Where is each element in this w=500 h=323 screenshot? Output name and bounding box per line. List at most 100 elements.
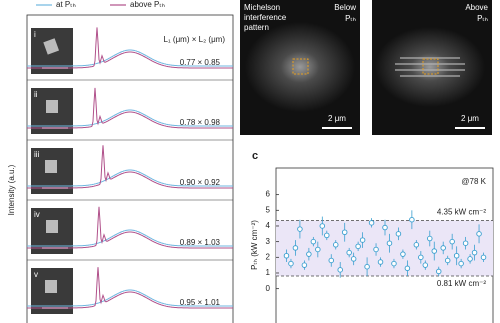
spectrum-above (27, 27, 233, 69)
size-value: 0.89 × 1.03 (180, 238, 221, 247)
threshold-label: 4.35 kW cm⁻² (437, 208, 486, 217)
y-label: Pₜₕ (kW cm⁻²) (250, 220, 259, 270)
inset-label: iv (34, 210, 40, 219)
image-label: Below (334, 3, 356, 12)
size-value: 0.95 × 1.01 (180, 298, 221, 307)
point (297, 226, 303, 232)
threshold-label: 0.81 kW cm⁻² (437, 279, 486, 288)
y-tick-label: 5 (266, 205, 271, 214)
point (440, 245, 446, 251)
size-value: 0.90 × 0.92 (180, 178, 221, 187)
size-value: 0.78 × 0.98 (180, 118, 221, 127)
spectrum-at (27, 109, 233, 127)
spectrum-at (27, 49, 233, 67)
point (449, 238, 455, 245)
y-label: Intensity (a.u.) (7, 164, 16, 215)
point (391, 260, 397, 267)
point (453, 253, 460, 259)
spectrum-at (27, 229, 233, 247)
crystal (43, 38, 60, 55)
point (328, 257, 335, 264)
y-tick-label: 0 (266, 284, 271, 293)
size-value: 0.77 × 0.85 (180, 58, 221, 67)
point (341, 229, 348, 235)
point (409, 216, 415, 223)
point (350, 256, 357, 262)
crystal (46, 100, 58, 113)
point (368, 220, 375, 226)
point (404, 265, 411, 272)
y-tick-label: 3 (266, 237, 271, 246)
point (431, 248, 438, 254)
inset-label: iii (34, 150, 40, 159)
annotation: @78 K (461, 177, 486, 186)
spectrum-above (27, 145, 233, 189)
point (355, 243, 361, 250)
inset-label: i (34, 30, 36, 39)
point (471, 249, 478, 256)
point (413, 242, 420, 248)
point (476, 231, 482, 237)
point (435, 268, 442, 275)
point (319, 223, 326, 229)
point (310, 238, 317, 245)
point (427, 235, 433, 242)
spectrum-above (27, 87, 233, 129)
point (377, 259, 384, 265)
point (418, 254, 424, 261)
point (422, 262, 429, 268)
crystal (46, 220, 58, 233)
point (346, 249, 352, 256)
point (386, 240, 393, 246)
glow (245, 22, 355, 112)
point (324, 232, 330, 239)
point (400, 251, 406, 257)
legend-entry: above Pₜₕ (130, 0, 165, 9)
image-label: Pₜₕ (477, 14, 488, 23)
point (315, 246, 321, 253)
y-tick-label: 4 (266, 221, 271, 230)
description: pattern (244, 23, 269, 32)
point (301, 262, 308, 268)
point (364, 263, 370, 270)
roi (422, 58, 439, 75)
point (395, 231, 402, 237)
inset-label: v (34, 270, 38, 279)
point (373, 246, 379, 253)
point (462, 240, 469, 246)
point (337, 267, 343, 273)
inset-label: ii (34, 90, 38, 99)
description: Michelson (244, 3, 280, 12)
crystal (45, 160, 57, 173)
image-label: Above (465, 3, 488, 12)
point (292, 245, 299, 251)
size-header: L₁ (μm) × L₂ (μm) (164, 35, 226, 44)
y-tick-label: 6 (266, 190, 271, 199)
spectra: i 0.77 × 0.85 ii 0.78 × 0.98 iii 0.90 × 0.92 i… (27, 27, 233, 314)
y-tick-label: 1 (266, 268, 271, 277)
panel-a-frame (26, 14, 234, 323)
chart: 4.35 kW cm⁻² 0.81 kW cm⁻² 0 1 2 3 4 5 6 (266, 190, 493, 293)
y-tick-label: 2 (266, 252, 271, 261)
spectrum-above (27, 267, 233, 309)
image-below: Michelson interference pattern Below Pₜₕ… (240, 0, 360, 135)
point (288, 260, 294, 267)
legend-entry: at Pₜₕ (56, 0, 76, 9)
scale-label: 2 μm (328, 114, 346, 123)
image-above: Above Pₜₕ 2 μm (372, 0, 492, 135)
point (359, 237, 366, 243)
glow (375, 27, 485, 107)
scale-label: 2 μm (461, 114, 479, 123)
point (444, 257, 451, 264)
point (332, 242, 339, 248)
point (382, 224, 388, 231)
description: interference (244, 13, 287, 22)
image-label: Pₜₕ (345, 14, 356, 23)
point (458, 260, 464, 267)
roi (292, 58, 309, 75)
spectrum-at (27, 169, 233, 187)
point (283, 253, 290, 259)
point (480, 254, 487, 261)
panel-label: c (252, 150, 258, 162)
fringes (395, 57, 465, 77)
